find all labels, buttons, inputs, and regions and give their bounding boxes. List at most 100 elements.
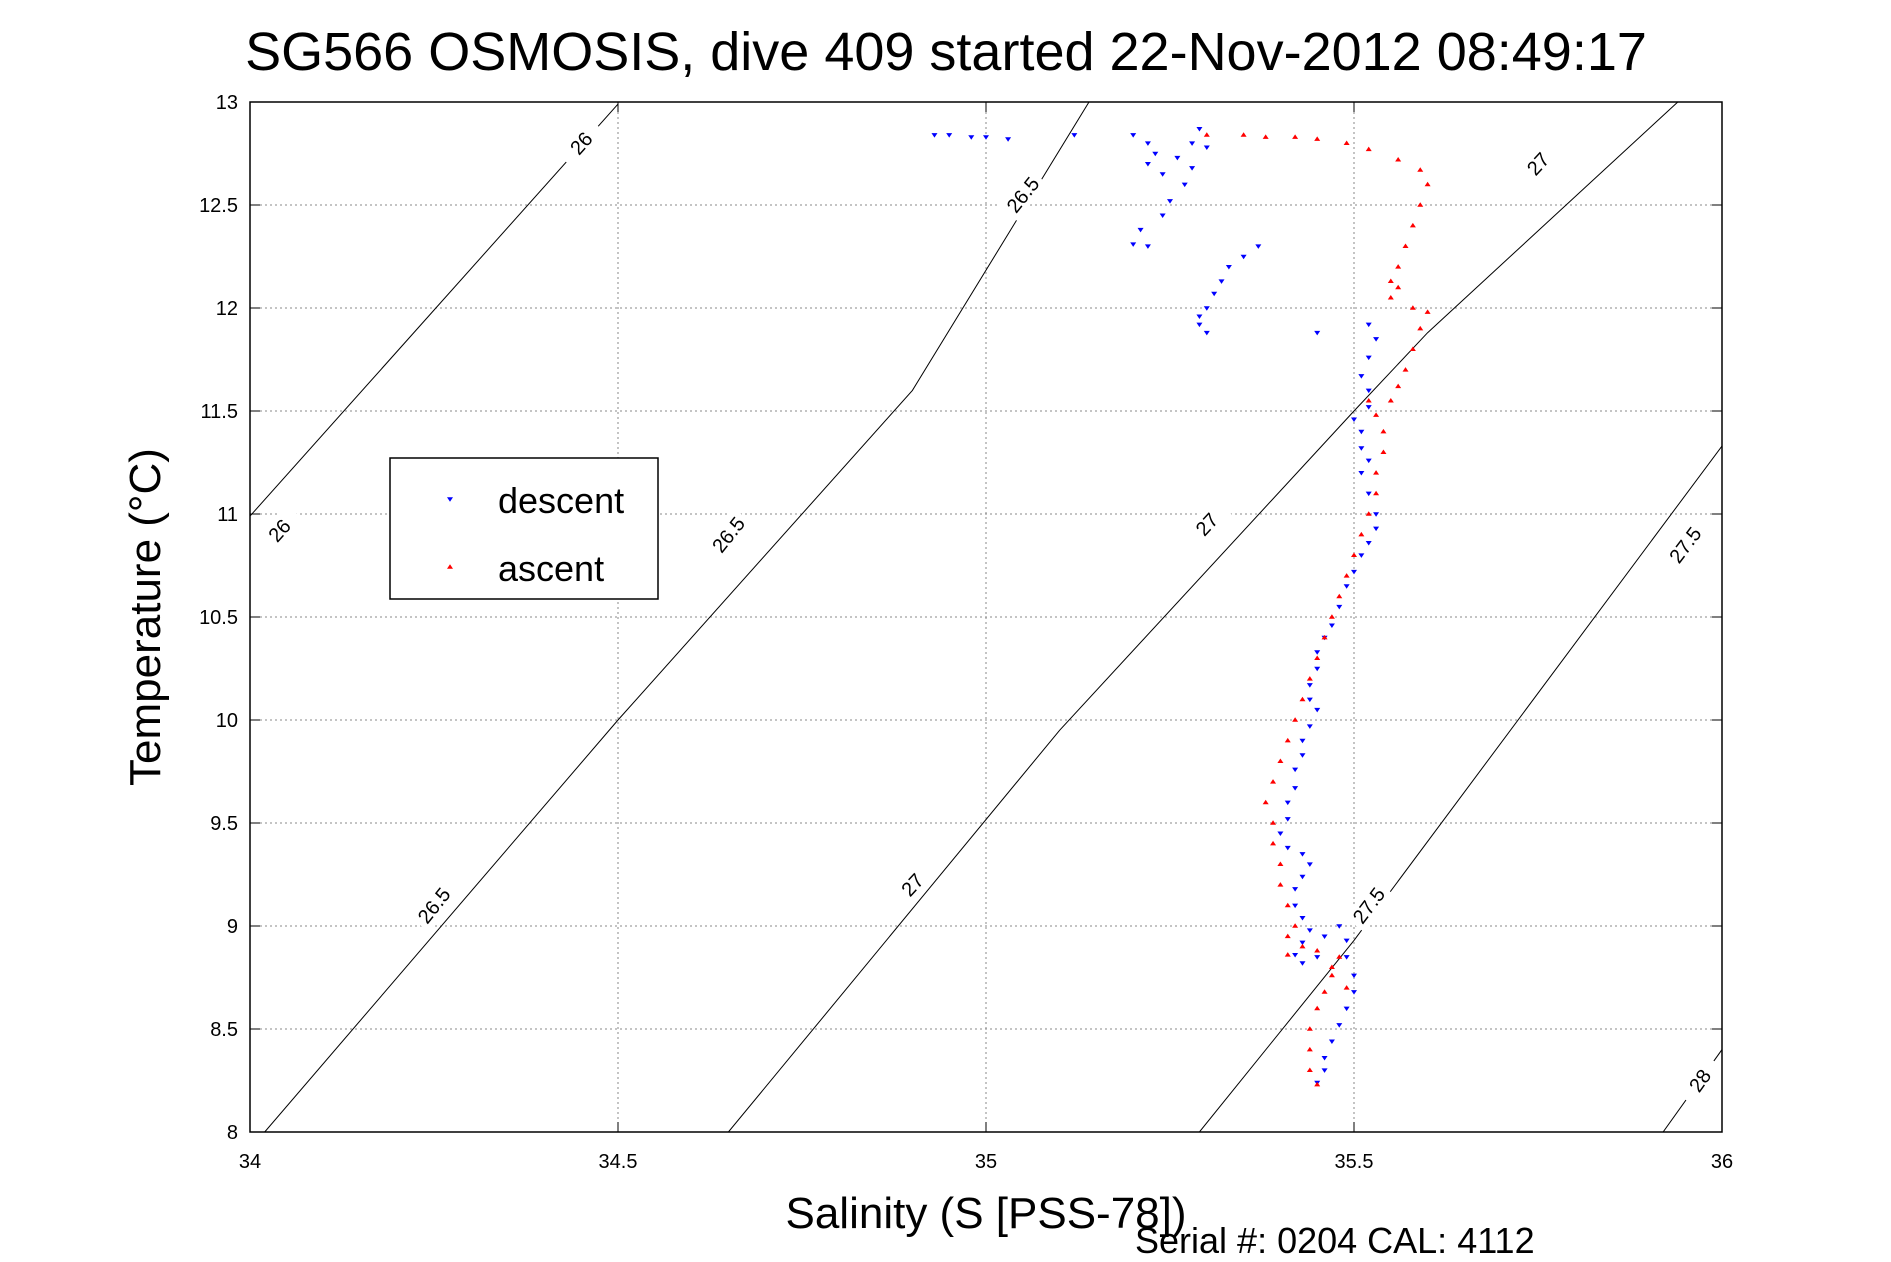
ascent-marker [1203, 132, 1210, 137]
ascent-marker [1306, 1046, 1313, 1052]
ascent-marker [1292, 923, 1299, 928]
ascent-marker [1417, 167, 1424, 172]
descent-marker [1328, 1039, 1335, 1045]
descent-marker [1159, 213, 1166, 218]
ascent-marker [1292, 717, 1299, 722]
descent-marker [1130, 133, 1137, 138]
descent-marker [1336, 1023, 1343, 1028]
x-tick-label: 35.5 [1335, 1151, 1374, 1173]
descent-marker [1358, 374, 1365, 379]
contour-label-background [1344, 879, 1393, 932]
ascent-marker [1314, 948, 1321, 953]
descent-marker [1314, 650, 1321, 655]
descent-marker [1314, 955, 1321, 960]
ascent-marker [1299, 943, 1306, 949]
x-tick-label: 35 [975, 1151, 997, 1173]
density-contour-26.5 [264, 102, 1090, 1132]
ascent-marker [1328, 972, 1335, 978]
ascent-marker [1395, 383, 1402, 389]
data-markers [931, 126, 1431, 1087]
descent-marker [1328, 623, 1335, 628]
ascent-marker [1343, 573, 1350, 578]
ascent-marker [1277, 861, 1284, 866]
y-tick-label: 10 [216, 710, 238, 732]
ascent-marker [1262, 799, 1269, 805]
y-tick-label: 8.5 [210, 1019, 238, 1041]
ascent-marker [1365, 398, 1372, 403]
descent-marker [946, 133, 953, 138]
ascent-marker [1395, 284, 1402, 290]
descent-marker [1365, 541, 1372, 546]
descent-marker [1306, 697, 1313, 703]
ascent-marker [1277, 882, 1284, 887]
serial-cal-footer: Serial #: 0204 CAL: 4112 [1135, 1220, 1535, 1261]
descent-marker [1299, 753, 1306, 758]
ascent-marker [1402, 367, 1409, 372]
ascent-marker [1343, 140, 1350, 145]
descent-marker [1365, 322, 1372, 328]
ascent-marker [1373, 490, 1380, 496]
ascent-marker [1314, 655, 1321, 660]
descent-marker [1196, 322, 1203, 328]
density-contour-27.5 [1199, 445, 1722, 1132]
descent-marker [1343, 584, 1350, 589]
descent-marker [1314, 666, 1321, 672]
descent-marker [1358, 446, 1365, 451]
ascent-marker [1409, 346, 1416, 351]
legend-descent-label: descent [498, 480, 624, 521]
descent-marker [1358, 553, 1365, 558]
descent-marker [1299, 915, 1306, 921]
descent-marker [1240, 254, 1247, 260]
contour-label-background [704, 508, 753, 561]
ascent-marker [1358, 531, 1365, 537]
descent-marker [1284, 845, 1291, 851]
descent-marker [1292, 767, 1299, 773]
ascent-marker [1380, 449, 1387, 454]
y-tick-label: 10.5 [199, 607, 238, 629]
ascent-marker [1314, 1005, 1321, 1011]
ascent-marker [1270, 779, 1277, 784]
legend: descent ascent [389, 457, 659, 600]
contour-label-background [254, 504, 305, 557]
ascent-marker [1321, 989, 1328, 994]
descent-marker [1167, 199, 1173, 204]
descent-marker [1321, 1068, 1328, 1073]
ascent-marker [1365, 146, 1372, 152]
descent-marker [1144, 141, 1151, 146]
ascent-marker [1424, 181, 1431, 187]
x-tick-label: 34.5 [599, 1151, 638, 1173]
ascent-marker [1284, 902, 1291, 908]
descent-marker [1299, 961, 1306, 966]
ascent-marker [1240, 132, 1247, 137]
descent-marker [1343, 955, 1350, 960]
descent-marker [1336, 924, 1343, 929]
chart-title: SG566 OSMOSIS, dive 409 started 22-Nov-2… [245, 22, 1647, 82]
contour-label-background [1676, 1053, 1724, 1108]
ascent-marker [1387, 398, 1394, 403]
descent-marker [1225, 265, 1232, 270]
ascent-marker [1417, 325, 1424, 331]
descent-marker [1071, 133, 1078, 138]
contour-label-background [1661, 518, 1710, 572]
descent-marker [1181, 182, 1188, 188]
ascent-marker [1373, 470, 1380, 475]
ascent-marker [1314, 136, 1321, 141]
descent-marker [1314, 707, 1321, 713]
descent-marker [1299, 940, 1306, 946]
ascent-marker [1351, 552, 1357, 557]
descent-marker [1159, 172, 1166, 177]
density-contour-27 [728, 102, 1679, 1132]
x-tick-label: 34 [239, 1151, 261, 1173]
contour-label-background [1181, 498, 1232, 551]
descent-marker [1373, 526, 1380, 532]
legend-box [389, 457, 659, 600]
descent-marker [1365, 405, 1372, 410]
ascent-marker [1343, 985, 1350, 990]
descent-marker [1211, 291, 1218, 297]
y-tick-label: 12.5 [199, 195, 238, 217]
descent-marker [1306, 862, 1313, 867]
contour-label-background [1512, 138, 1564, 190]
y-tick-label: 8 [227, 1122, 238, 1144]
descent-marker [1144, 162, 1151, 167]
ascent-marker [1314, 1081, 1321, 1087]
